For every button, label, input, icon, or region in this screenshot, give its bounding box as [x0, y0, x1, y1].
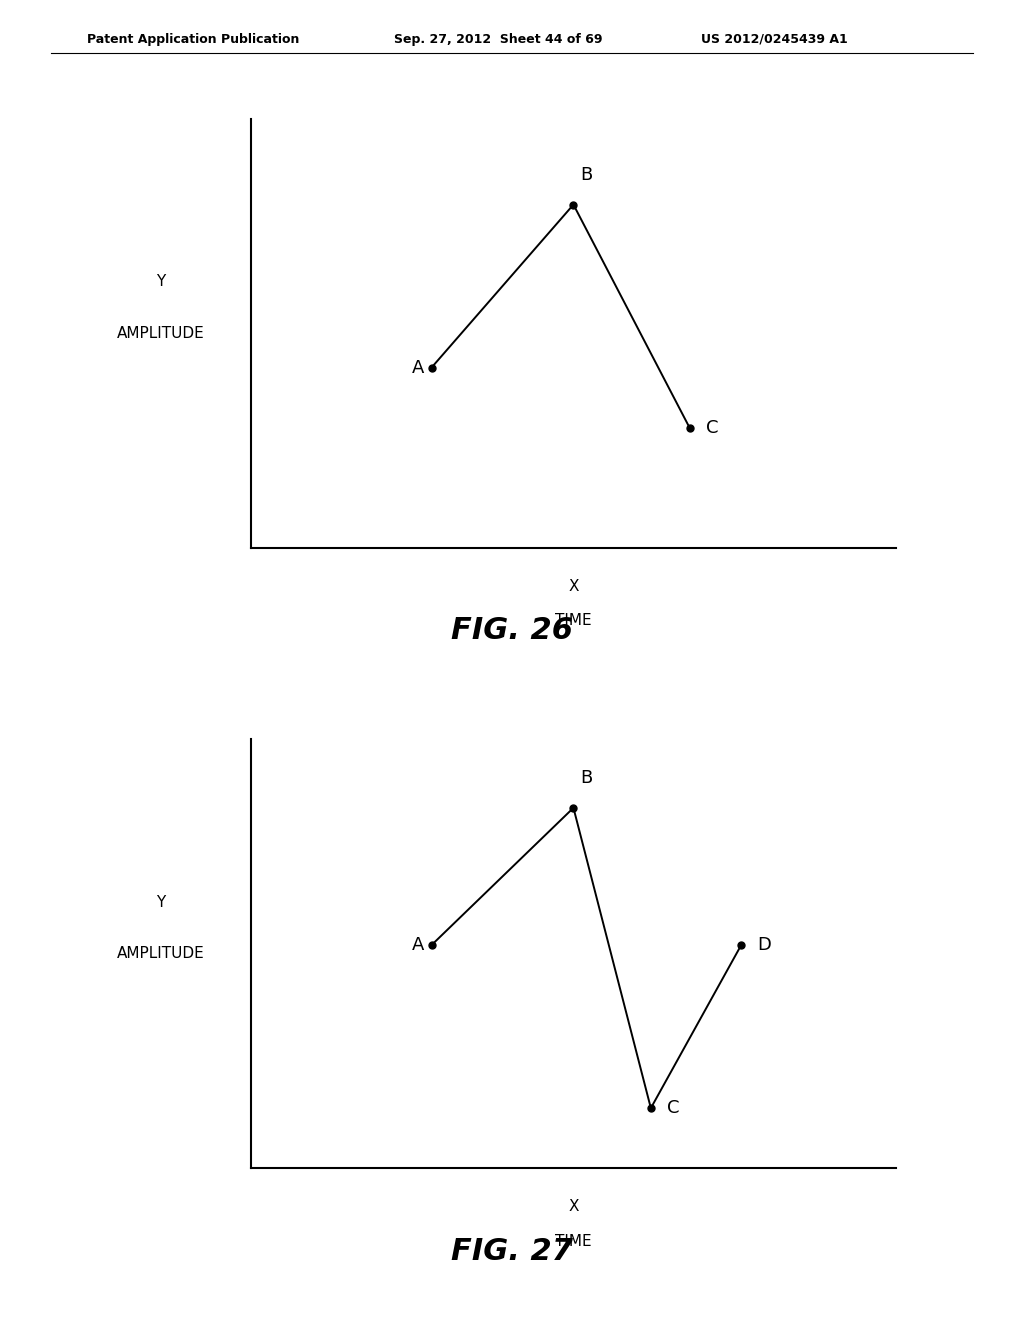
Text: A: A [412, 359, 425, 376]
Text: D: D [758, 936, 771, 954]
Text: TIME: TIME [555, 1234, 592, 1249]
Text: C: C [667, 1100, 680, 1117]
Text: AMPLITUDE: AMPLITUDE [117, 326, 205, 341]
Text: TIME: TIME [555, 614, 592, 628]
Text: X: X [568, 579, 579, 594]
Text: US 2012/0245439 A1: US 2012/0245439 A1 [701, 33, 848, 46]
Text: C: C [706, 418, 718, 437]
Text: Y: Y [156, 895, 165, 909]
Text: FIG. 26: FIG. 26 [451, 616, 573, 645]
Text: FIG. 27: FIG. 27 [451, 1237, 573, 1266]
Text: A: A [412, 936, 425, 954]
Text: B: B [580, 165, 592, 183]
Text: Patent Application Publication: Patent Application Publication [87, 33, 299, 46]
Text: X: X [568, 1200, 579, 1214]
Text: Y: Y [156, 275, 165, 289]
Text: B: B [580, 768, 592, 787]
Text: Sep. 27, 2012  Sheet 44 of 69: Sep. 27, 2012 Sheet 44 of 69 [394, 33, 603, 46]
Text: AMPLITUDE: AMPLITUDE [117, 946, 205, 961]
